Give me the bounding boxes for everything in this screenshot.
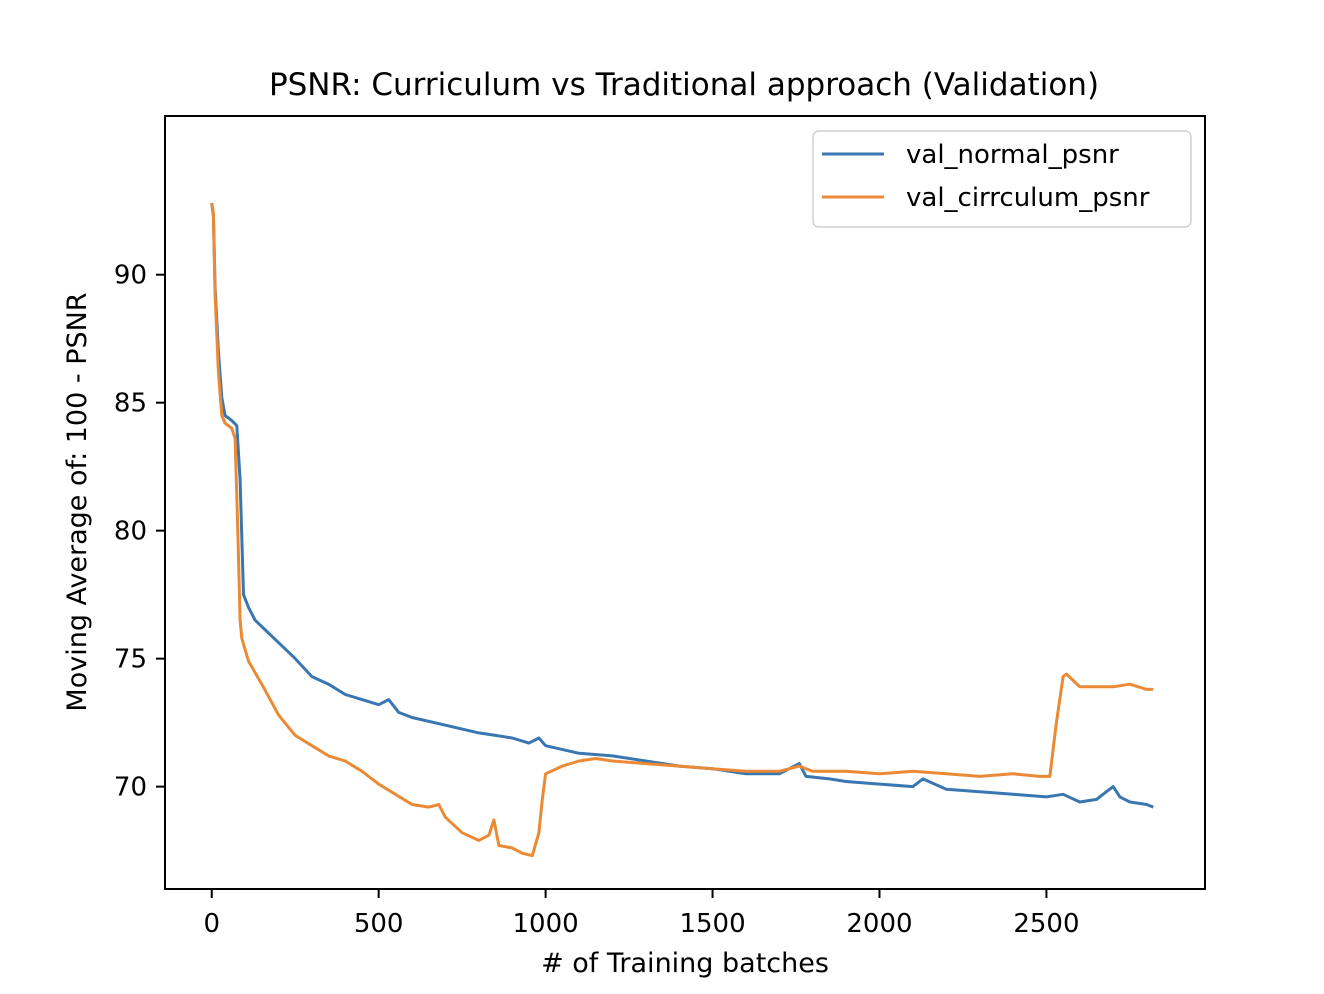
legend-label-curriculum: val_cirrculum_psnr [906,183,1150,213]
chart-title: PSNR: Curriculum vs Traditional approach… [269,67,1099,103]
legend-box [812,130,1192,228]
x-axis: 0 500 1000 1500 2000 2500 [203,889,1079,939]
x-tick-label: 500 [354,909,404,939]
x-tick-label: 2500 [1013,909,1079,939]
x-axis-label: # of Training batches [541,948,829,979]
legend-label-normal: val_normal_psnr [906,140,1119,170]
x-tick-label: 0 [203,909,220,939]
y-axis-label: Moving Average of: 100 - PSNR [62,292,93,711]
y-tick-label: 80 [114,517,147,547]
plot-area-frame [164,115,1206,890]
y-tick-label: 75 [114,645,147,675]
y-tick-label: 85 [114,389,147,419]
y-tick-label: 90 [114,261,147,291]
y-tick-label: 70 [114,773,147,803]
y-axis: 70 75 80 85 90 [114,261,165,803]
series-line-0 [210,202,1154,809]
x-tick-label: 1500 [679,909,745,939]
series-layer [210,202,1154,858]
series-line-1 [210,202,1154,858]
x-tick-label: 2000 [846,909,912,939]
x-tick-label: 1000 [513,909,579,939]
legend: val_normal_psnr val_cirrculum_psnr [812,130,1192,228]
